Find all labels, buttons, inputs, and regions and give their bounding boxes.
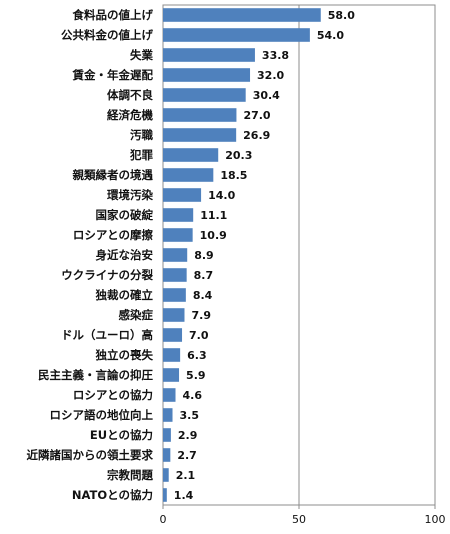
x-tick-label-0: 0 <box>160 513 167 526</box>
value-label-1: 54.0 <box>317 29 344 42</box>
bar-24 <box>163 488 167 502</box>
value-label-21: 2.9 <box>178 429 198 442</box>
value-label-15: 7.9 <box>191 309 211 322</box>
category-label-11: ロシアとの摩擦 <box>73 228 154 242</box>
bar-19 <box>163 388 176 402</box>
category-label-5: 経済危機 <box>107 108 153 122</box>
x-tick-label-1: 50 <box>292 513 306 526</box>
bar-1 <box>163 28 310 42</box>
value-label-24: 1.4 <box>174 489 194 502</box>
bar-20 <box>163 408 173 422</box>
category-label-1: 公共料金の値上げ <box>61 28 153 42</box>
category-label-18: 民主主義・言論の抑圧 <box>38 368 153 382</box>
category-label-20: ロシア語の地位向上 <box>50 408 154 422</box>
bar-18 <box>163 368 180 382</box>
value-label-11: 10.9 <box>200 229 227 242</box>
value-labels: 58.0 54.0 33.8 32.0 30.4 27.0 26.9 20.3 18.5 14.0… <box>174 9 355 502</box>
value-label-10: 11.1 <box>200 209 227 222</box>
category-label-2: 失業 <box>130 48 153 62</box>
bar-9 <box>163 188 202 202</box>
value-label-3: 32.0 <box>257 69 284 82</box>
category-label-6: 汚職 <box>130 128 153 142</box>
category-label-8: 親類縁者の境遇 <box>73 168 154 182</box>
category-label-23: 宗教問題 <box>107 468 153 482</box>
category-label-17: 独立の喪失 <box>96 348 154 362</box>
bar-0 <box>163 8 321 22</box>
category-label-24: NATOとの協力 <box>72 488 153 502</box>
bar-21 <box>163 428 171 442</box>
value-label-7: 20.3 <box>225 149 252 162</box>
x-tick-label-2: 100 <box>425 513 446 526</box>
bar-14 <box>163 288 186 302</box>
bar-6 <box>163 128 237 142</box>
category-label-15: 感染症 <box>119 308 154 322</box>
category-label-22: 近隣諸国からの領土要求 <box>27 448 154 462</box>
value-label-12: 8.9 <box>194 249 214 262</box>
value-label-20: 3.5 <box>180 409 200 422</box>
bar-13 <box>163 268 187 282</box>
value-label-0: 58.0 <box>328 9 355 22</box>
x-axis-ticks: 0 50 100 <box>160 505 446 526</box>
bar-22 <box>163 448 171 462</box>
category-label-7: 犯罪 <box>129 148 153 162</box>
value-label-16: 7.0 <box>189 329 209 342</box>
bar-11 <box>163 228 193 242</box>
category-label-10: 国家の破綻 <box>96 208 154 222</box>
value-label-13: 8.7 <box>194 269 214 282</box>
category-label-21: EUとの協力 <box>90 428 153 442</box>
category-label-3: 賃金・年金遅配 <box>72 68 154 82</box>
value-label-2: 33.8 <box>262 49 289 62</box>
bar-2 <box>163 48 255 62</box>
bar-17 <box>163 348 181 362</box>
bar-15 <box>163 308 185 322</box>
value-label-5: 27.0 <box>243 109 270 122</box>
bar-10 <box>163 208 194 222</box>
value-label-23: 2.1 <box>176 469 196 482</box>
bar-23 <box>163 468 169 482</box>
bar-16 <box>163 328 183 342</box>
category-label-16: ドル（ユーロ）高 <box>61 328 153 342</box>
value-label-18: 5.9 <box>186 369 206 382</box>
value-label-19: 4.6 <box>183 389 203 402</box>
value-label-14: 8.4 <box>193 289 213 302</box>
bar-3 <box>163 68 251 82</box>
value-label-4: 30.4 <box>253 89 280 102</box>
bar-12 <box>163 248 188 262</box>
category-label-4: 体調不良 <box>107 88 153 102</box>
category-label-9: 環境汚染 <box>107 188 153 202</box>
category-labels: 食料品の値上げ公共料金の値上げ失業賃金・年金遅配体調不良経済危機汚職犯罪親類縁者… <box>27 8 154 502</box>
value-label-17: 6.3 <box>187 349 207 362</box>
value-label-22: 2.7 <box>177 449 197 462</box>
value-label-9: 14.0 <box>208 189 235 202</box>
value-label-6: 26.9 <box>243 129 270 142</box>
bars <box>163 8 321 502</box>
category-label-12: 身近な治安 <box>96 248 154 262</box>
category-label-19: ロシアとの協力 <box>73 388 153 402</box>
bar-5 <box>163 108 237 122</box>
bar-7 <box>163 148 219 162</box>
category-label-13: ウクライナの分裂 <box>61 268 153 282</box>
bar-8 <box>163 168 214 182</box>
value-label-8: 18.5 <box>220 169 247 182</box>
category-label-0: 食料品の値上げ <box>73 8 154 22</box>
bar-4 <box>163 88 246 102</box>
category-label-14: 独裁の確立 <box>96 288 154 302</box>
